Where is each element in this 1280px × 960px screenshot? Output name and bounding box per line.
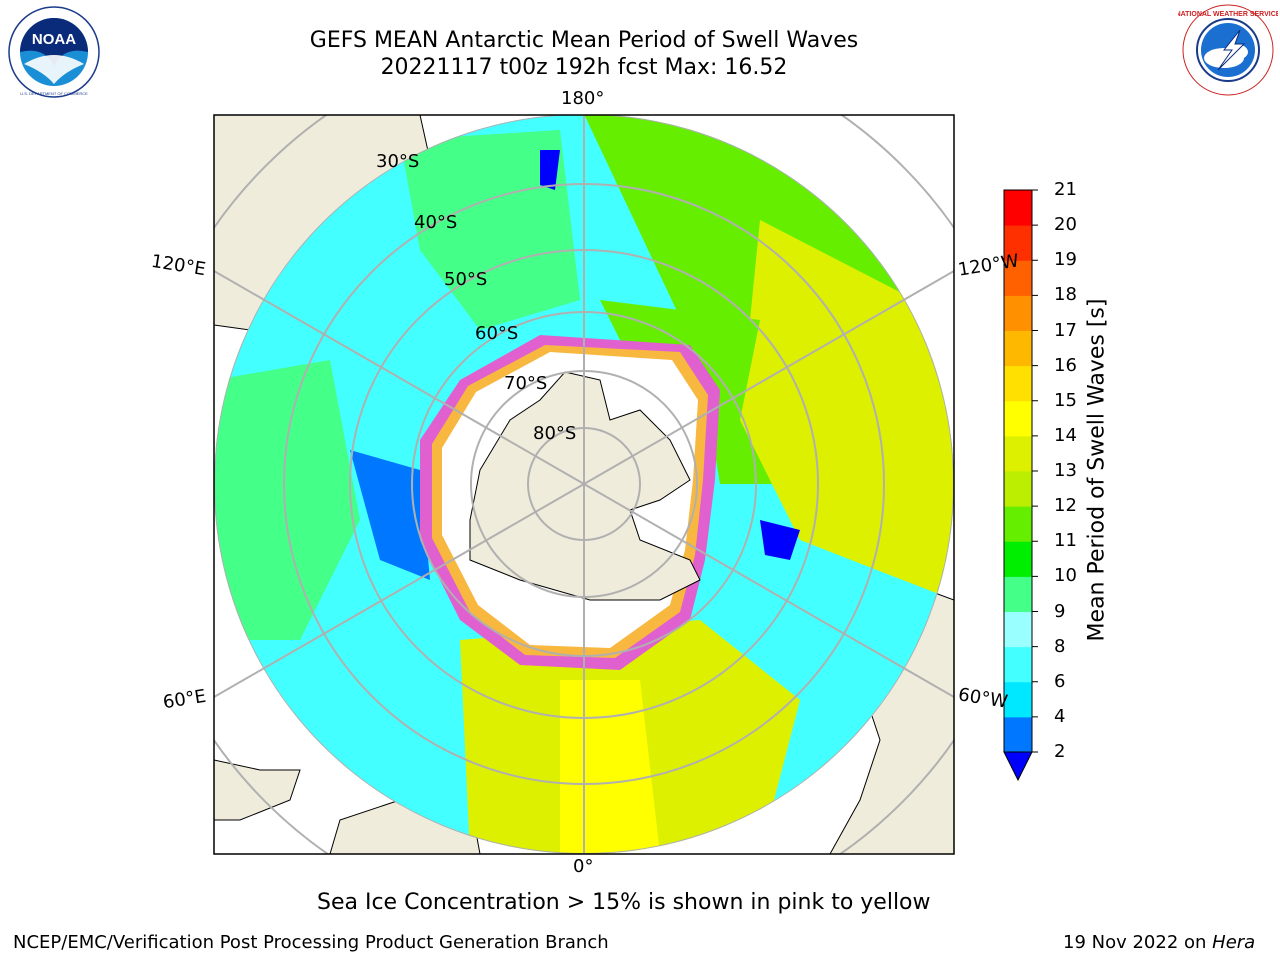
colorbar-segment <box>1004 435 1032 472</box>
colorbar-tick-label: 16 <box>1054 354 1077 376</box>
colorbar-tick-label: 21 <box>1054 179 1077 200</box>
colorbar-tick-label: 12 <box>1054 495 1077 517</box>
colorbar-segment <box>1004 541 1032 577</box>
noaa-logo-text: NOAA <box>32 31 76 48</box>
colorbar-segment <box>1004 225 1032 261</box>
lat-label-80s: 80°S <box>533 423 577 444</box>
colorbar <box>1003 189 1038 782</box>
lat-label-70s: 70°S <box>504 373 548 394</box>
colorbar-segment <box>1004 646 1032 683</box>
lon-label-180: 180° <box>561 88 605 109</box>
colorbar-tick-label: 19 <box>1054 249 1077 271</box>
colorbar-segment <box>1004 506 1032 542</box>
colorbar-segment <box>1004 295 1032 331</box>
lat-label-60s: 60°S <box>475 323 519 344</box>
footer-date-text: 19 Nov 2022 on <box>1063 932 1213 953</box>
colorbar-segment <box>1004 365 1032 402</box>
colorbar-tick-label: 15 <box>1054 389 1077 411</box>
colorbar-segment <box>1004 190 1032 226</box>
land-madagascar <box>214 759 301 821</box>
colorbar-tick-label: 4 <box>1054 705 1066 727</box>
colorbar-tick-label: 14 <box>1054 424 1077 446</box>
colorbar-tick-label: 20 <box>1054 214 1077 236</box>
lon-label-0: 0° <box>573 856 594 877</box>
meridians <box>214 115 954 854</box>
noaa-logo-icon: NOAA U.S. DEPARTMENT OF COMMERCE <box>8 6 100 98</box>
colorbar-segment <box>1004 400 1032 437</box>
colorbar-segment <box>1004 611 1032 648</box>
colorbar-segment <box>1004 681 1032 718</box>
colorbar-segment <box>1004 260 1032 296</box>
colorbar-segment <box>1004 576 1032 612</box>
lat-label-40s: 40°S <box>414 212 458 233</box>
colorbar-tick-label: 2 <box>1054 741 1066 762</box>
colorbar-tick-label: 11 <box>1054 530 1077 552</box>
title-line-2: 20221117 t00z 192h fcst Max: 16.52 <box>380 55 788 80</box>
footer-host: Hera <box>1212 932 1256 953</box>
colorbar-tick-label: 17 <box>1054 319 1077 341</box>
colorbar-label: Mean Period of Swell Waves [s] <box>1084 298 1110 642</box>
nws-logo-icon: NATIONAL WEATHER SERVICE <box>1178 4 1278 96</box>
colorbar-tick-label: 6 <box>1054 670 1066 692</box>
colorbar-extend-triangle <box>1003 751 1033 782</box>
colorbar-segment <box>1004 330 1032 367</box>
footer-date: 19 Nov 2022 on Hera <box>1063 932 1255 953</box>
sea-ice-caption: Sea Ice Concentration > 15% is shown in … <box>317 890 931 915</box>
colorbar-segment <box>1004 716 1032 753</box>
colorbar-tick-label: 9 <box>1054 600 1066 622</box>
map-panel <box>214 115 954 854</box>
colorbar-segment <box>1004 471 1032 507</box>
lat-label-30s: 30°S <box>376 151 420 172</box>
colorbar-tick-label: 10 <box>1054 565 1077 587</box>
colorbar-tick-label: 13 <box>1054 460 1077 481</box>
svg-text:U.S. DEPARTMENT OF COMMERCE: U.S. DEPARTMENT OF COMMERCE <box>20 91 88 96</box>
svg-text:NATIONAL WEATHER SERVICE: NATIONAL WEATHER SERVICE <box>1178 11 1278 18</box>
colorbar-tick-label: 18 <box>1054 284 1077 306</box>
footer-credit: NCEP/EMC/Verification Post Processing Pr… <box>13 932 609 953</box>
colorbar-tick-label: 8 <box>1054 635 1066 657</box>
map-border <box>213 114 955 855</box>
lat-label-50s: 50°S <box>444 269 488 290</box>
title-line-1: GEFS MEAN Antarctic Mean Period of Swell… <box>309 28 859 53</box>
